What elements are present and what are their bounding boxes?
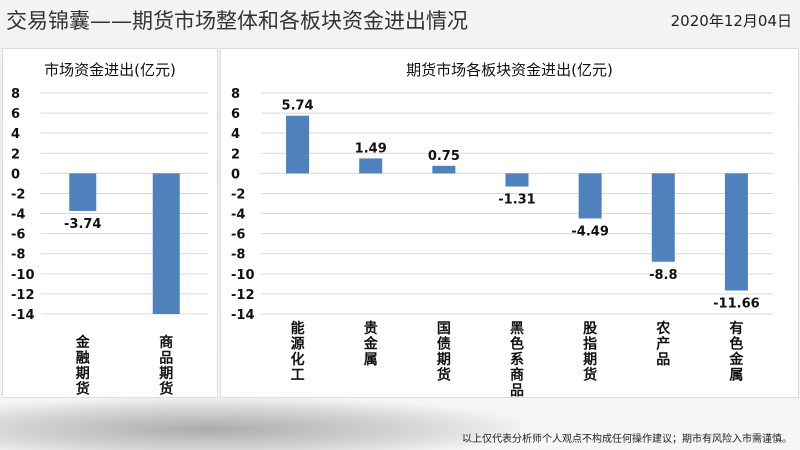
y-tick-label: 6 bbox=[11, 107, 20, 122]
category-label: 金融期货 bbox=[75, 334, 91, 397]
y-tick-label: -2 bbox=[231, 187, 245, 202]
market-flow-chart: 8 6 4 2 0 -2 -4 -6 -8 -10 -12 -14 -3.74 金融期货 商品期货 bbox=[11, 87, 208, 397]
category-label: 有色金属 bbox=[728, 320, 744, 384]
y-tick-label: -14 bbox=[11, 308, 35, 323]
y-tick-label: -10 bbox=[231, 268, 255, 283]
data-label: 1.49 bbox=[355, 141, 387, 156]
y-tick-label: 2 bbox=[231, 147, 240, 162]
category-label: 农产品 bbox=[655, 320, 671, 368]
bar bbox=[724, 173, 748, 291]
category-label: 黑色系商品 bbox=[510, 321, 524, 397]
y-tick-label: -10 bbox=[11, 268, 35, 283]
y-tick-label: 8 bbox=[231, 87, 240, 102]
sector-flow-chart: 8 6 4 2 0 -2 -4 -6 -8 -10 -12 -14 5.74 能源化工 1.49 贵金属 0.7… bbox=[231, 87, 773, 397]
bar bbox=[286, 115, 310, 174]
data-label: -4.49 bbox=[571, 224, 608, 239]
y-tick-label: 0 bbox=[231, 167, 240, 182]
data-label: -1.31 bbox=[498, 193, 535, 208]
category-label: 国债期货 bbox=[436, 321, 451, 384]
ink-decoration bbox=[0, 398, 520, 450]
category-label: 股指期货 bbox=[582, 321, 598, 384]
category-label: 能源化工 bbox=[291, 320, 305, 384]
y-tick-label: 4 bbox=[11, 127, 20, 142]
category-label: 贵金属 bbox=[363, 320, 379, 368]
y-tick-label: -4 bbox=[11, 208, 25, 223]
page-title: 交易锦囊——期货市场整体和各板块资金进出情况 bbox=[6, 9, 468, 33]
y-tick-label: -14 bbox=[231, 308, 255, 323]
y-tick-label: -6 bbox=[231, 228, 245, 243]
y-tick-label: -12 bbox=[231, 288, 255, 303]
sector-flow-chart-panel: 期货市场各板块资金进出(亿元) 8 6 4 2 0 -2 -4 -6 -8 -10 -12 -14 5.… bbox=[220, 48, 799, 398]
y-tick-label: 0 bbox=[11, 167, 20, 182]
y-tick-label: -6 bbox=[11, 228, 25, 243]
y-tick-label: 2 bbox=[11, 147, 20, 162]
bar bbox=[69, 173, 97, 211]
report-date: 2020年12月04日 bbox=[670, 12, 792, 30]
chart-title: 期货市场各板块资金进出(亿元) bbox=[406, 61, 613, 79]
y-tick-label: -2 bbox=[11, 187, 25, 202]
disclaimer: 以上仅代表分析师个人观点不构成任何操作建议；期市有风险入市需谨慎。 bbox=[462, 434, 792, 445]
market-flow-chart-panel: 市场资金进出(亿元) 8 6 4 2 0 -2 -4 -6 -8 -10 -12 -14 -3.74 金融… bbox=[2, 48, 218, 398]
data-label: -3.74 bbox=[64, 217, 101, 232]
bar bbox=[578, 173, 602, 219]
y-tick-label: -8 bbox=[11, 248, 25, 263]
bar bbox=[152, 173, 180, 314]
y-tick-label: -4 bbox=[231, 208, 245, 223]
category-label: 商品期货 bbox=[158, 334, 173, 397]
y-tick-label: 8 bbox=[11, 87, 20, 102]
y-tick-label: -8 bbox=[231, 248, 245, 263]
y-tick-label: 4 bbox=[231, 127, 240, 142]
y-tick-label: -12 bbox=[11, 288, 35, 303]
data-label: -8.8 bbox=[649, 268, 677, 283]
data-label: 5.74 bbox=[282, 99, 314, 114]
chart-title: 市场资金进出(亿元) bbox=[44, 61, 176, 79]
bar bbox=[505, 173, 529, 187]
bar bbox=[432, 165, 456, 174]
y-tick-label: 6 bbox=[231, 107, 240, 122]
data-label: 0.75 bbox=[428, 149, 460, 164]
bar bbox=[651, 173, 675, 262]
data-label: -11.66 bbox=[713, 296, 760, 311]
bar bbox=[359, 158, 383, 174]
